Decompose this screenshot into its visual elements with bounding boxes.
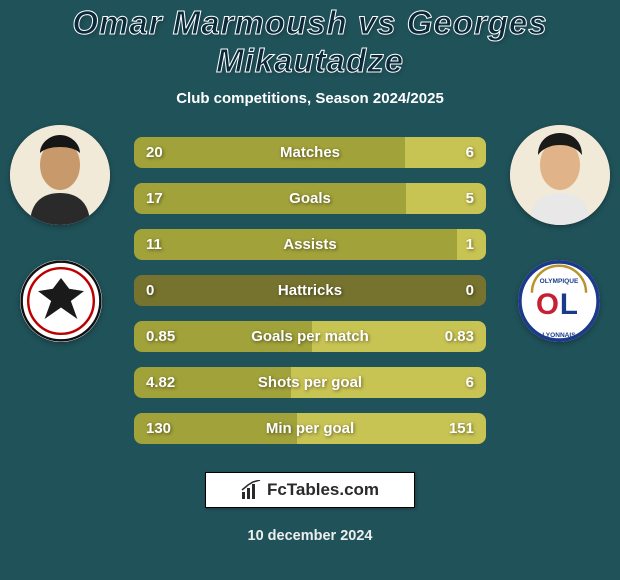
club-crest-icon [20, 260, 102, 342]
svg-text:L: L [560, 288, 578, 321]
chart-icon [241, 480, 261, 500]
stat-label: Hattricks [134, 282, 486, 299]
vs-title: Omar Marmoush vs Georges Mikautadze [0, 4, 620, 80]
player-left-avatar [10, 125, 110, 225]
date-text: 10 december 2024 [248, 528, 373, 544]
stat-label: Matches [134, 144, 486, 161]
svg-text:O: O [536, 288, 559, 321]
stat-label: Goals [134, 190, 486, 207]
watermark: FcTables.com [205, 472, 415, 508]
club-crest-icon: OLYMPIQUE LYONNAIS O L [518, 260, 600, 342]
club-right-logo: OLYMPIQUE LYONNAIS O L [518, 260, 600, 342]
player-left-name: Omar Marmoush [72, 4, 347, 41]
person-icon [10, 125, 110, 225]
stat-label: Min per goal [134, 420, 486, 437]
subtitle: Club competitions, Season 2024/2025 [176, 90, 444, 107]
stat-label: Goals per match [134, 328, 486, 345]
stat-label: Shots per goal [134, 374, 486, 391]
stat-row: 4.826Shots per goal [134, 367, 486, 398]
stat-row: 130151Min per goal [134, 413, 486, 444]
svg-text:OLYMPIQUE: OLYMPIQUE [540, 278, 579, 285]
comparison-card: Omar Marmoush vs Georges Mikautadze Club… [0, 0, 620, 580]
stats-bars: 206Matches 175Goals 111Assists 00Hattricks 0… [134, 137, 486, 444]
stat-row: 175Goals [134, 183, 486, 214]
stat-label: Assists [134, 236, 486, 253]
stat-row: 00Hattricks [134, 275, 486, 306]
club-left-logo [20, 260, 102, 342]
watermark-text: FcTables.com [267, 480, 379, 500]
stat-row: 0.850.83Goals per match [134, 321, 486, 352]
player-right-avatar [510, 125, 610, 225]
svg-text:LYONNAIS: LYONNAIS [542, 332, 576, 339]
stat-row: 111Assists [134, 229, 486, 260]
stat-row: 206Matches [134, 137, 486, 168]
person-icon [510, 125, 610, 225]
